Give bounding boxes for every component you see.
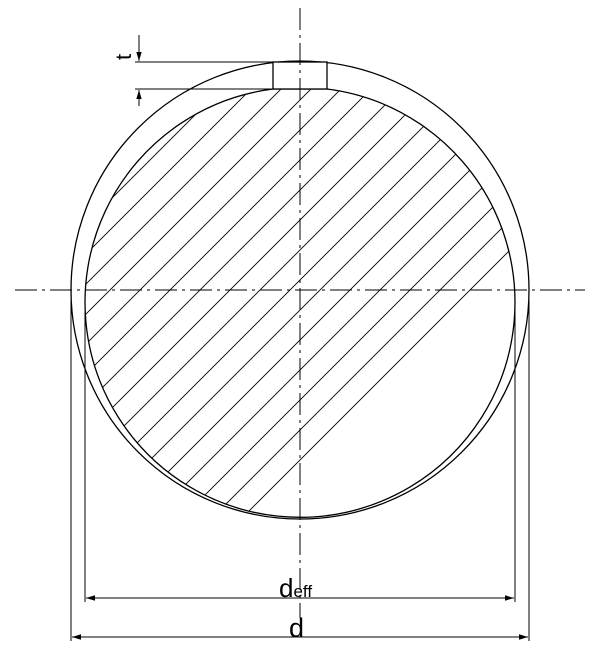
- effective-diameter-label-subscript: eff: [293, 582, 313, 601]
- depth-label-t: t: [111, 53, 136, 60]
- effective-core-outline: [84, 88, 516, 518]
- center-lines: [15, 8, 585, 618]
- outer-diameter-label: d: [289, 613, 305, 643]
- effective-diameter-label: deff: [279, 575, 312, 601]
- effective-diameter-label-main: d: [279, 573, 294, 603]
- hatch-pattern: [85, 89, 515, 518]
- depth-dimension-t: [135, 35, 273, 106]
- extension-lines: [70, 300, 530, 641]
